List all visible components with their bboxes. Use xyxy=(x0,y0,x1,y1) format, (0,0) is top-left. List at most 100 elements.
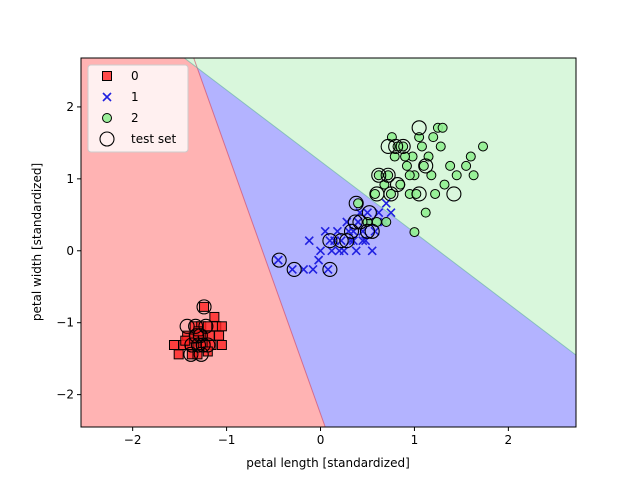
data-point xyxy=(451,170,462,181)
data-point xyxy=(381,217,392,227)
data-point xyxy=(353,198,364,209)
data-point xyxy=(362,208,373,218)
legend-label: test set xyxy=(131,132,176,146)
data-point xyxy=(322,233,338,249)
data-point xyxy=(352,214,368,230)
data-point xyxy=(446,186,462,202)
y-tick-label: −1 xyxy=(56,316,74,330)
data-point xyxy=(364,223,380,239)
data-point xyxy=(404,170,415,181)
data-point xyxy=(188,318,204,334)
data-point xyxy=(271,252,287,268)
legend-label: 1 xyxy=(131,90,139,104)
x-tick-label: 0 xyxy=(317,433,325,447)
data-point xyxy=(184,337,200,353)
data-point xyxy=(179,318,195,334)
data-point xyxy=(347,214,363,230)
boundary-line xyxy=(184,58,576,356)
x-tick-label: −2 xyxy=(124,433,142,447)
data-point xyxy=(339,233,355,249)
data-point xyxy=(168,340,179,350)
x-axis: −2 −1 0 1 2 xyxy=(124,427,512,447)
x-tick-label: −1 xyxy=(218,433,236,447)
data-point xyxy=(395,138,411,155)
data-point xyxy=(389,151,400,162)
data-point xyxy=(286,261,302,278)
data-point xyxy=(216,321,227,332)
data-point xyxy=(371,217,382,227)
data-point xyxy=(367,246,377,256)
data-point xyxy=(214,330,225,341)
legend-label: 0 xyxy=(131,69,139,83)
data-point xyxy=(325,236,335,246)
data-point xyxy=(322,261,338,278)
data-point xyxy=(209,311,220,322)
data-point xyxy=(353,217,363,227)
data-point xyxy=(478,141,489,152)
data-point xyxy=(192,328,208,344)
legend: 0 1 2 test set xyxy=(87,64,189,153)
data-point xyxy=(323,264,333,275)
data-points xyxy=(168,120,489,362)
data-point xyxy=(200,337,216,353)
data-point xyxy=(437,122,448,133)
data-point xyxy=(389,177,406,193)
data-point xyxy=(183,346,199,362)
data-point xyxy=(351,246,361,256)
plot-frame xyxy=(80,57,577,428)
data-point xyxy=(273,255,283,265)
legend-marker xyxy=(99,131,115,147)
data-point xyxy=(188,328,205,344)
decision-regions xyxy=(81,58,576,427)
data-point xyxy=(199,301,210,312)
y-axis: −2 −1 0 1 2 xyxy=(56,100,81,402)
data-point xyxy=(468,170,479,181)
data-point xyxy=(369,188,380,199)
data-point xyxy=(348,195,364,211)
data-point xyxy=(380,167,396,183)
data-point xyxy=(439,179,450,190)
data-point xyxy=(304,236,314,246)
data-point xyxy=(308,264,318,275)
data-point xyxy=(465,151,476,162)
data-point xyxy=(315,246,326,256)
data-point xyxy=(428,132,439,143)
legend-box xyxy=(87,64,189,153)
legend-label: 2 xyxy=(131,111,139,125)
data-point xyxy=(386,208,396,218)
data-point xyxy=(418,158,434,174)
data-point xyxy=(445,160,456,171)
data-point xyxy=(361,205,377,221)
data-point xyxy=(314,255,324,265)
x-tick-label: 1 xyxy=(411,433,419,447)
data-point xyxy=(385,188,396,199)
y-tick-label: −2 xyxy=(56,388,74,402)
data-point xyxy=(196,299,212,315)
y-tick-label: 1 xyxy=(66,172,74,186)
data-point xyxy=(287,264,297,275)
data-point xyxy=(400,151,411,162)
data-point xyxy=(333,233,349,249)
legend-marker xyxy=(102,113,112,123)
data-point xyxy=(190,337,206,353)
data-point xyxy=(371,167,387,183)
data-point xyxy=(416,141,427,152)
y-tick-label: 0 xyxy=(66,244,74,258)
data-point xyxy=(216,340,227,350)
data-point xyxy=(411,186,427,202)
legend-marker xyxy=(102,92,112,102)
data-point xyxy=(418,160,429,171)
data-point xyxy=(198,318,214,334)
legend-marker xyxy=(102,71,112,81)
data-point xyxy=(430,188,441,199)
data-point xyxy=(420,207,431,218)
x-axis-label: petal length [standardized] xyxy=(246,456,410,470)
data-point xyxy=(380,138,396,155)
x-tick-label: 2 xyxy=(505,433,513,447)
data-point xyxy=(461,160,472,171)
data-point xyxy=(435,141,446,152)
data-point xyxy=(343,223,360,239)
data-point xyxy=(388,138,404,155)
data-point xyxy=(409,227,420,238)
